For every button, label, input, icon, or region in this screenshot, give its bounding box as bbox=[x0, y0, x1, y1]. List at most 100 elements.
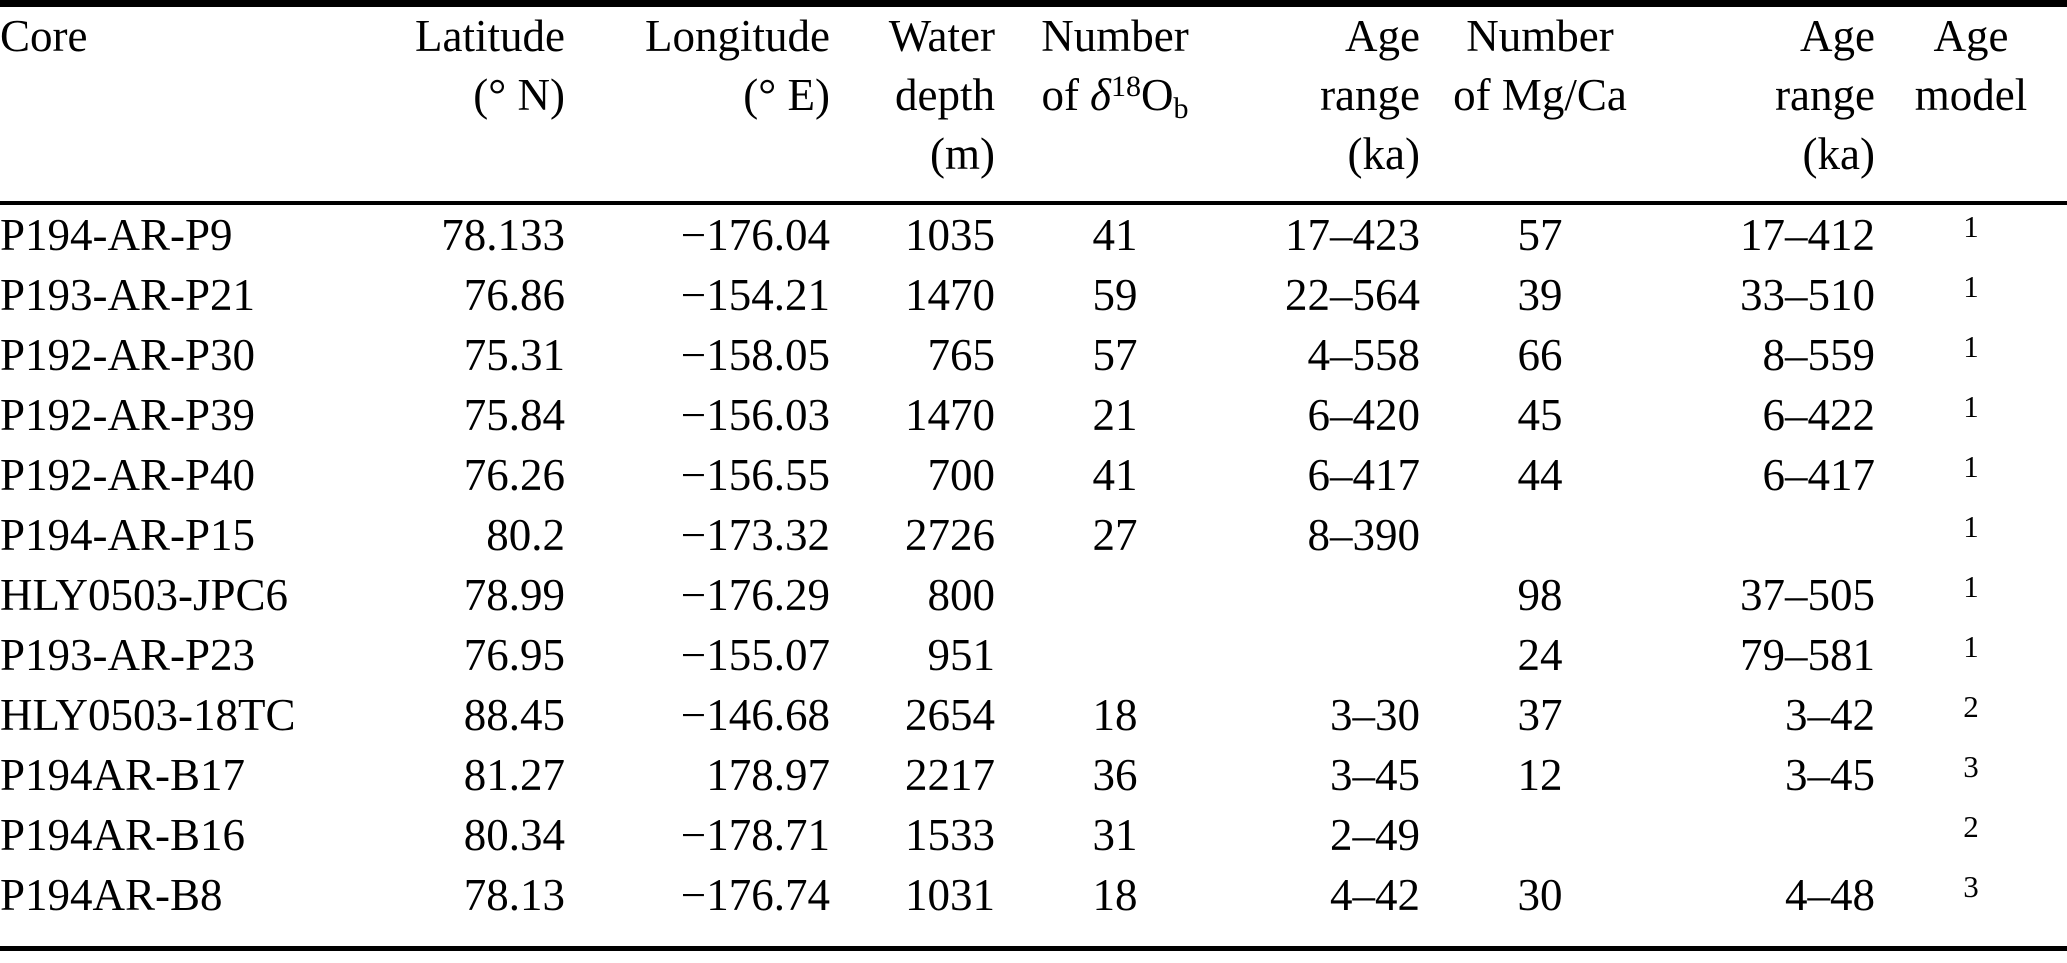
cell-longitude: −178.71 bbox=[680, 810, 830, 860]
cell-n-d18o: 21 bbox=[1092, 390, 1138, 440]
age-model-superscript: 1 bbox=[1963, 389, 1979, 424]
age-model-superscript: 1 bbox=[1963, 329, 1979, 364]
cell-latitude: 80.2 bbox=[486, 510, 565, 560]
cell-age-range-mgca bbox=[1660, 805, 1875, 865]
cell-longitude: 178.97 bbox=[706, 750, 830, 800]
header-water-depth-unit: (m) bbox=[930, 129, 995, 179]
cell-latitude: 75.84 bbox=[463, 390, 565, 440]
cell-core: P194-AR-P9 bbox=[0, 210, 233, 260]
cell-age-range-mgca: 6–422 bbox=[1762, 390, 1876, 440]
header-latitude-unit: (° N) bbox=[473, 70, 565, 120]
cell-age-range-d18o: 6–417 bbox=[1307, 450, 1421, 500]
cell-latitude: 78.133 bbox=[441, 210, 565, 260]
cell-age-range-mgca: 6–417 bbox=[1762, 450, 1876, 500]
cell-n-mgca bbox=[1420, 505, 1660, 565]
age-model-superscript: 1 bbox=[1963, 209, 1979, 244]
cell-n-d18o: 57 bbox=[1092, 330, 1138, 380]
cell-age-range-d18o: 8–390 bbox=[1307, 510, 1421, 560]
cell-latitude: 78.13 bbox=[463, 870, 565, 920]
cell-age-range-mgca: 3–45 bbox=[1785, 750, 1875, 800]
cell-age-range-mgca bbox=[1660, 505, 1875, 565]
cell-core: P194-AR-P15 bbox=[0, 510, 256, 560]
cell-water-depth: 1533 bbox=[905, 810, 995, 860]
age-model-superscript: 1 bbox=[1963, 509, 1979, 544]
sediment-core-summary-table: Core Latitude (° N) Longitude (° E) Wate… bbox=[0, 7, 2067, 925]
cell-age-range-mgca: 3–42 bbox=[1785, 690, 1875, 740]
cell-core: P193-AR-P21 bbox=[0, 270, 256, 320]
cell-age-model: 1 bbox=[1875, 565, 2067, 625]
header-longitude: Longitude (° E) bbox=[565, 7, 830, 205]
table-row: P193-AR-P23 76.95 −155.07 951 24 79–581 … bbox=[0, 625, 2067, 685]
cell-water-depth: 1035 bbox=[905, 210, 995, 260]
cell-latitude: 76.95 bbox=[463, 630, 565, 680]
cell-age-range-d18o bbox=[1235, 565, 1420, 625]
cell-core: P194AR-B16 bbox=[0, 810, 246, 860]
cell-water-depth: 1470 bbox=[905, 390, 995, 440]
header-longitude-unit: (° E) bbox=[743, 70, 830, 120]
cell-age-model: 1 bbox=[1875, 385, 2067, 445]
header-age-range-d18o-line2: range bbox=[1320, 70, 1420, 120]
d18o-element: O bbox=[1140, 70, 1174, 120]
cell-latitude: 78.99 bbox=[463, 570, 565, 620]
cell-n-d18o: 18 bbox=[1092, 870, 1138, 920]
cell-water-depth: 700 bbox=[927, 450, 996, 500]
cell-latitude: 76.26 bbox=[463, 450, 565, 500]
cell-age-range-mgca: 8–559 bbox=[1762, 330, 1876, 380]
cell-water-depth: 765 bbox=[927, 330, 996, 380]
cell-latitude: 81.27 bbox=[463, 750, 565, 800]
header-age-range-mgca-line2: range bbox=[1775, 70, 1875, 120]
age-model-superscript: 3 bbox=[1963, 869, 1979, 904]
cell-latitude: 76.86 bbox=[463, 270, 565, 320]
age-model-superscript: 1 bbox=[1963, 269, 1979, 304]
cell-n-mgca: 57 bbox=[1517, 210, 1563, 260]
cell-n-mgca: 66 bbox=[1517, 330, 1563, 380]
header-age-range-mgca: Age range (ka) bbox=[1660, 7, 1875, 205]
cell-n-mgca: 30 bbox=[1517, 870, 1563, 920]
table-bottom-rule bbox=[0, 946, 2067, 951]
cell-age-range-d18o bbox=[1235, 625, 1420, 685]
header-age-model-line1: Age bbox=[1933, 11, 2009, 61]
delta-symbol: δ bbox=[1090, 70, 1111, 120]
cell-age-range-d18o: 17–423 bbox=[1285, 210, 1420, 260]
cell-age-range-mgca: 33–510 bbox=[1740, 270, 1875, 320]
cell-longitude: −173.32 bbox=[680, 510, 830, 560]
age-model-superscript: 2 bbox=[1963, 689, 1979, 724]
cell-longitude: −176.04 bbox=[680, 210, 830, 260]
cell-latitude: 80.34 bbox=[463, 810, 565, 860]
cell-age-range-mgca: 37–505 bbox=[1740, 570, 1875, 620]
cell-longitude: −176.74 bbox=[680, 870, 830, 920]
cell-longitude: −156.55 bbox=[680, 450, 830, 500]
header-age-model-line2: model bbox=[1914, 70, 2028, 120]
header-water-depth: Water depth (m) bbox=[830, 7, 995, 205]
cell-water-depth: 2217 bbox=[905, 750, 995, 800]
cell-age-model: 1 bbox=[1875, 265, 2067, 325]
cell-core: P192-AR-P30 bbox=[0, 330, 256, 380]
cell-n-d18o bbox=[995, 565, 1235, 625]
cell-n-mgca: 24 bbox=[1517, 630, 1563, 680]
header-age-range-d18o-line1: Age bbox=[1345, 11, 1420, 61]
header-n-mgca: Number of Mg/Ca bbox=[1420, 7, 1660, 205]
age-model-superscript: 3 bbox=[1963, 749, 1979, 784]
cell-n-mgca bbox=[1420, 805, 1660, 865]
cell-water-depth: 2726 bbox=[905, 510, 995, 560]
header-age-range-d18o-unit: (ka) bbox=[1347, 129, 1420, 179]
cell-water-depth: 1031 bbox=[905, 870, 995, 920]
cell-n-mgca: 37 bbox=[1517, 690, 1563, 740]
cell-n-d18o: 27 bbox=[1092, 510, 1138, 560]
header-n-d18o-of: of bbox=[1041, 70, 1080, 120]
cell-latitude: 75.31 bbox=[463, 330, 565, 380]
header-age-range-mgca-unit: (ka) bbox=[1802, 129, 1875, 179]
cell-n-mgca: 12 bbox=[1517, 750, 1563, 800]
cell-water-depth: 1470 bbox=[905, 270, 995, 320]
cell-water-depth: 951 bbox=[927, 630, 996, 680]
header-longitude-line1: Longitude bbox=[645, 11, 830, 61]
cell-longitude: −154.21 bbox=[680, 270, 830, 320]
cell-age-model: 2 bbox=[1875, 805, 2067, 865]
header-age-range-d18o: Age range (ka) bbox=[1235, 7, 1420, 205]
cell-age-model: 1 bbox=[1875, 445, 2067, 505]
cell-longitude: −156.03 bbox=[680, 390, 830, 440]
cell-core: P193-AR-P23 bbox=[0, 630, 256, 680]
cell-age-range-mgca: 17–412 bbox=[1740, 210, 1875, 260]
header-n-d18o-line2: of δ18Ob bbox=[995, 66, 1235, 125]
